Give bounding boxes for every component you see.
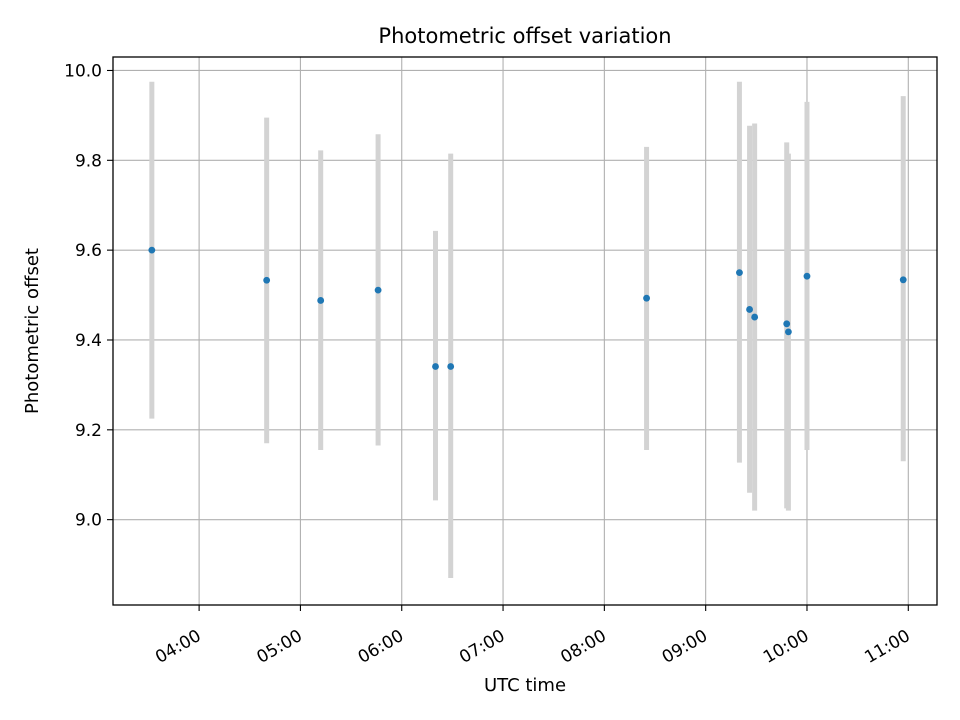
data-points bbox=[148, 246, 907, 370]
data-point bbox=[751, 313, 759, 321]
plot-frame bbox=[112, 56, 938, 606]
data-point bbox=[803, 272, 811, 280]
y-tick-label: 9.6 bbox=[75, 241, 102, 261]
data-point bbox=[447, 363, 455, 370]
data-point bbox=[643, 294, 650, 302]
grid bbox=[113, 57, 937, 605]
data-point bbox=[317, 297, 325, 304]
y-axis-label: Photometric offset bbox=[22, 248, 43, 414]
data-point bbox=[899, 276, 907, 284]
y-tick-label: 9.8 bbox=[75, 151, 102, 171]
chart-title: Photometric offset variation bbox=[378, 24, 671, 48]
plot-area bbox=[113, 57, 937, 605]
y-tick-label: 9.0 bbox=[75, 511, 102, 531]
data-point bbox=[746, 306, 753, 313]
data-point bbox=[785, 328, 792, 336]
data-point bbox=[263, 276, 271, 284]
data-point bbox=[432, 363, 439, 370]
y-tick-label: 9.2 bbox=[75, 421, 102, 441]
data-point bbox=[736, 269, 743, 277]
y-tick-label: 9.4 bbox=[75, 331, 102, 351]
y-axis-ticks: 9.0 9.2 9.4 9.6 9.8 10.0 bbox=[64, 61, 113, 531]
y-tick-label: 10.0 bbox=[64, 61, 102, 81]
data-point bbox=[374, 286, 382, 294]
data-point bbox=[783, 320, 791, 328]
x-axis-label: UTC time bbox=[484, 675, 566, 696]
data-point bbox=[148, 246, 156, 254]
